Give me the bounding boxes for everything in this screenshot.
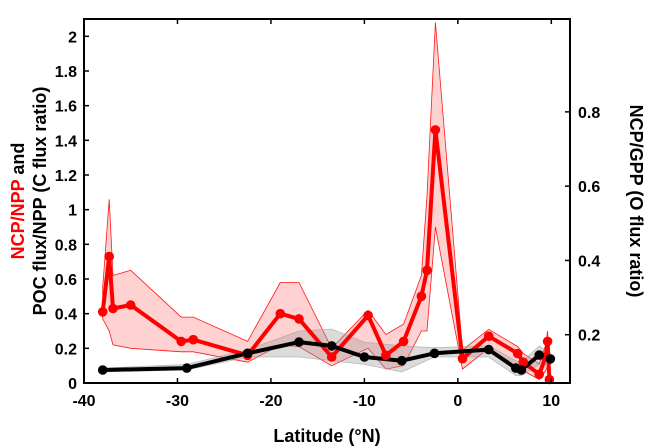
ncp-gpp-data-point <box>326 341 337 351</box>
ncp-npp-data-point <box>457 353 468 364</box>
ncp-npp-data-point <box>104 251 114 262</box>
uncertainty-bands <box>102 22 551 384</box>
x-tick-label: -30 <box>166 393 189 410</box>
y-left-tick-label: 0.4 <box>55 307 77 324</box>
ncp-npp-data-point <box>97 307 108 317</box>
ncp-npp-data-point <box>188 334 199 345</box>
y-left-tick-label: 2 <box>68 29 77 46</box>
y-left-tick-label: 1.4 <box>55 133 77 150</box>
ncp-gpp-data-point <box>545 354 556 364</box>
y-right-axis-ticks: 0.2 0.4 0.6 0.8 <box>565 105 600 345</box>
ncp-npp-data-point <box>108 303 118 314</box>
ncp-gpp-data-point <box>516 365 527 375</box>
ncp-npp-data-point <box>176 336 186 347</box>
plot-frame <box>83 18 571 384</box>
ncp-npp-data-point <box>294 314 304 324</box>
ncp-npp-data-point <box>381 350 391 361</box>
y-left-tick-label: 1.8 <box>55 64 77 81</box>
ncp-npp-data-point <box>542 336 553 347</box>
x-axis-label: Latitude (°N) <box>273 426 380 446</box>
ncp-npp-data-point <box>416 291 427 302</box>
x-axis-ticks: -40 -30 -20 -10 0 10 <box>72 19 560 410</box>
y-left-tick-label: 1 <box>68 203 77 220</box>
y-left-axis-ticks: 0 0.2 0.4 0.6 0.8 1 1.2 1.4 1.6 1.8 2 <box>55 29 89 393</box>
ncp-gpp-data-point <box>294 337 304 347</box>
y-left-tick-label: 1.2 <box>55 168 77 185</box>
x-tick-label: -40 <box>72 393 95 410</box>
ncp-npp-data-point <box>125 300 136 310</box>
x-tick-label: 10 <box>542 393 560 410</box>
y-left-tick-label: 1.6 <box>55 99 77 116</box>
y-left-tick-label: 0 <box>68 376 77 393</box>
y-right-tick-label: 0.6 <box>578 179 600 196</box>
ncp-npp-data-point <box>430 125 441 135</box>
y-right-axis-label: NCP/GPP (O flux ratio) <box>626 105 646 298</box>
series-points <box>97 125 556 385</box>
ncp-npp-data-point <box>534 369 544 380</box>
y-left-label-black-part: and <box>8 143 28 180</box>
ncp-gpp-data-point <box>182 363 192 373</box>
y-right-tick-label: 0.2 <box>578 328 600 345</box>
y-right-tick-label: 0.4 <box>578 253 600 270</box>
ncp-npp-data-point <box>512 348 523 359</box>
ncp-npp-data-point <box>483 331 494 342</box>
ncp-npp-data-point <box>422 265 432 276</box>
ncp-gpp-data-point <box>97 365 108 375</box>
y-left-axis-label-line1: NCP/NPP and <box>8 143 28 260</box>
ncp-gpp-data-point <box>397 355 407 366</box>
x-tick-label: 0 <box>453 393 462 410</box>
y-left-tick-label: 0.2 <box>55 341 77 358</box>
ncp-npp-data-point <box>363 310 373 321</box>
y-left-tick-label: 0.6 <box>55 272 77 289</box>
x-tick-label: -20 <box>259 393 282 410</box>
y-left-tick-label: 0.8 <box>55 237 77 254</box>
ncp-gpp-data-point <box>483 344 494 355</box>
ncp-npp-data-point <box>326 352 337 362</box>
ncp-gpp-data-point <box>534 350 544 360</box>
ncp-gpp-data-point <box>242 348 253 359</box>
y-right-tick-label: 0.8 <box>578 105 600 122</box>
ncp-npp-data-point <box>398 336 409 347</box>
ncp-npp-data-point <box>518 357 529 368</box>
ncp-gpp-data-point <box>429 348 440 359</box>
y-left-axis-label-line2: POC flux/NPP (C flux ratio) <box>30 87 50 316</box>
ncp-npp-uncertainty-band <box>102 22 550 384</box>
ncp-npp-data-point <box>275 308 286 319</box>
y-left-label-red-part: NCP/NPP <box>8 179 28 259</box>
ncp-gpp-data-point <box>359 352 370 362</box>
x-tick-label: -10 <box>353 393 376 410</box>
